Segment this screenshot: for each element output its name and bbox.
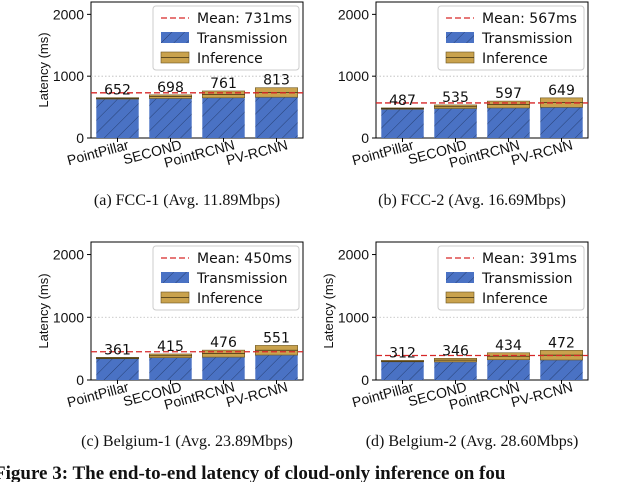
x-tick-label: PV-RCNN — [224, 136, 289, 168]
bar-transmission-hatch — [381, 361, 424, 380]
data-label: 361 — [104, 342, 131, 358]
bar-transmission-hatch — [487, 107, 530, 138]
y-tick-label: 2000 — [338, 247, 369, 263]
legend-mean-label: Mean: 567ms — [482, 11, 577, 27]
legend: Mean: 391ms Transmission Inference — [437, 245, 585, 311]
legend-mean-label: Mean: 450ms — [197, 251, 292, 267]
data-label: 476 — [210, 335, 237, 351]
data-label: 813 — [263, 73, 290, 89]
legend-transmission-hatch — [161, 272, 189, 283]
y-axis-label: Latency (ms) — [321, 273, 336, 348]
bar-transmission-hatch — [540, 107, 583, 138]
bar-transmission-hatch — [149, 98, 192, 138]
plot-frame — [375, 1, 589, 139]
y-tick-label: 1000 — [53, 309, 84, 325]
legend-transmission-label: Transmission — [196, 31, 287, 47]
y-axis-label: Latency (ms) — [36, 273, 51, 348]
x-tick-label: PV-RCNN — [509, 378, 574, 410]
legend-inference-label: Inference — [482, 291, 548, 307]
bar-transmission-hatch — [255, 97, 298, 138]
y-tick-label: 1000 — [338, 309, 369, 325]
data-label: 551 — [263, 330, 290, 346]
panel-caption: (a) FCC-1 (Avg. 11.89Mbps) — [94, 192, 280, 209]
data-label: 415 — [157, 339, 184, 355]
legend-transmission-hatch — [161, 32, 189, 43]
y-tick-label: 1000 — [338, 68, 369, 84]
plot-frame — [90, 241, 304, 381]
legend-transmission-label: Transmission — [196, 271, 287, 287]
y-tick-label: 2000 — [53, 247, 84, 263]
y-tick-label: 0 — [76, 130, 84, 146]
legend-transmission-hatch — [446, 32, 474, 43]
y-tick-label: 2000 — [338, 6, 369, 22]
panel-caption: (d) Belgium-2 (Avg. 28.60Mbps) — [366, 433, 579, 450]
legend-transmission-label: Transmission — [481, 271, 572, 287]
data-label: 649 — [548, 83, 575, 99]
legend: Mean: 567ms Transmission Inference — [437, 5, 585, 71]
data-label: 312 — [389, 345, 416, 361]
data-label: 597 — [495, 86, 522, 102]
bar-transmission-hatch — [96, 358, 139, 380]
bar-transmission-hatch — [434, 361, 477, 380]
y-tick-label: 1000 — [53, 68, 84, 84]
legend-inference-label: Inference — [197, 51, 263, 67]
panel-caption: (b) FCC-2 (Avg. 16.69Mbps) — [378, 192, 566, 209]
legend-transmission-hatch — [446, 272, 474, 283]
legend-box — [152, 245, 300, 311]
data-label: 472 — [548, 335, 575, 351]
data-label: 535 — [442, 90, 469, 106]
y-tick-label: 0 — [361, 372, 369, 388]
data-label: 346 — [442, 343, 469, 359]
bar-transmission-hatch — [202, 357, 245, 380]
data-label: 487 — [389, 93, 416, 109]
legend-inference-label: Inference — [482, 51, 548, 67]
legend-inference-label: Inference — [197, 291, 263, 307]
legend: Mean: 450ms Transmission Inference — [152, 245, 300, 311]
y-tick-label: 2000 — [53, 6, 84, 22]
legend-box — [437, 5, 585, 71]
data-label: 698 — [157, 80, 184, 96]
legend: Mean: 731ms Transmission Inference — [152, 5, 300, 71]
bar-transmission-hatch — [255, 355, 298, 380]
legend-mean-label: Mean: 731ms — [197, 11, 292, 27]
plot-frame — [375, 241, 589, 381]
y-tick-label: 0 — [361, 130, 369, 146]
legend-box — [152, 5, 300, 71]
plot-frame — [90, 1, 304, 139]
x-tick-label: PV-RCNN — [509, 136, 574, 168]
y-axis-label: Latency (ms) — [36, 32, 51, 107]
figure-caption: Figure 3: The end-to-end latency of clou… — [0, 463, 506, 482]
data-label: 434 — [495, 338, 522, 354]
bar-transmission-hatch — [487, 359, 530, 380]
y-tick-label: 0 — [76, 372, 84, 388]
bar-transmission-hatch — [96, 99, 139, 138]
bar-transmission-hatch — [149, 357, 192, 380]
bar-transmission-hatch — [202, 97, 245, 138]
panel-caption: (c) Belgium-1 (Avg. 23.89Mbps) — [81, 433, 293, 450]
data-label: 652 — [104, 83, 131, 99]
legend-mean-label: Mean: 391ms — [482, 251, 577, 267]
bar-transmission-hatch — [434, 108, 477, 138]
bar-transmission-hatch — [381, 109, 424, 138]
legend-transmission-label: Transmission — [481, 31, 572, 47]
bar-transmission-hatch — [540, 359, 583, 380]
x-tick-label: PV-RCNN — [224, 378, 289, 410]
legend-box — [437, 245, 585, 311]
data-label: 761 — [210, 76, 237, 92]
